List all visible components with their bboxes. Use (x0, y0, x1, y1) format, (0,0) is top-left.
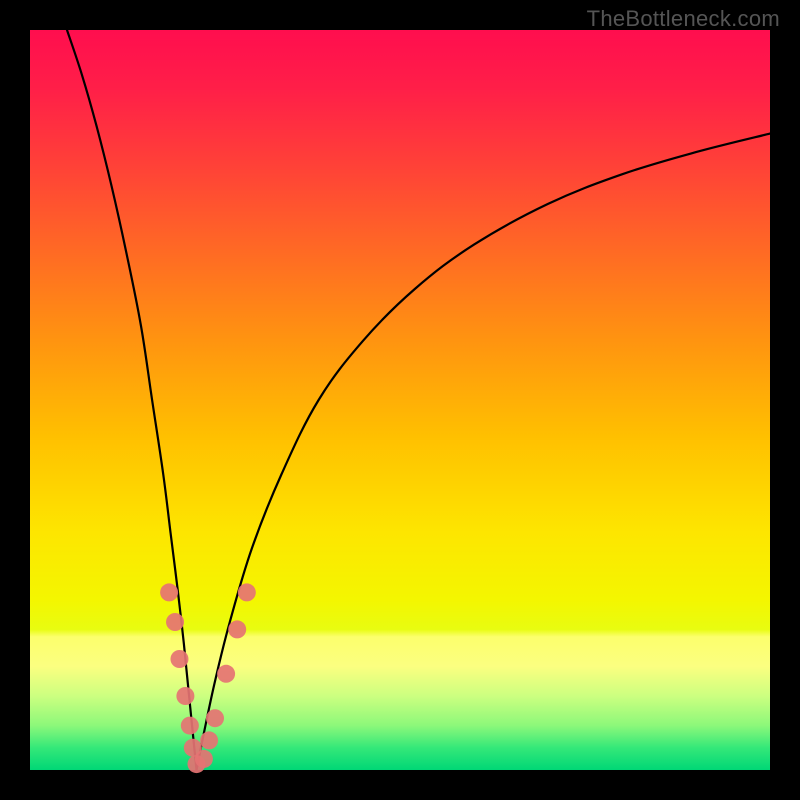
marker-point (181, 717, 199, 735)
marker-point (217, 665, 235, 683)
watermark-text: TheBottleneck.com (587, 6, 780, 32)
marker-point (170, 650, 188, 668)
marker-point (206, 709, 224, 727)
marker-point (166, 613, 184, 631)
marker-point (195, 750, 213, 768)
marker-point (160, 583, 178, 601)
marker-point (228, 620, 246, 638)
marker-point (176, 687, 194, 705)
marker-point (238, 583, 256, 601)
curve-layer (30, 30, 770, 770)
marker-point (200, 731, 218, 749)
plot-area (30, 30, 770, 770)
v-curve-right (197, 134, 771, 770)
chart-container: TheBottleneck.com (0, 0, 800, 800)
marker-group (160, 583, 256, 773)
